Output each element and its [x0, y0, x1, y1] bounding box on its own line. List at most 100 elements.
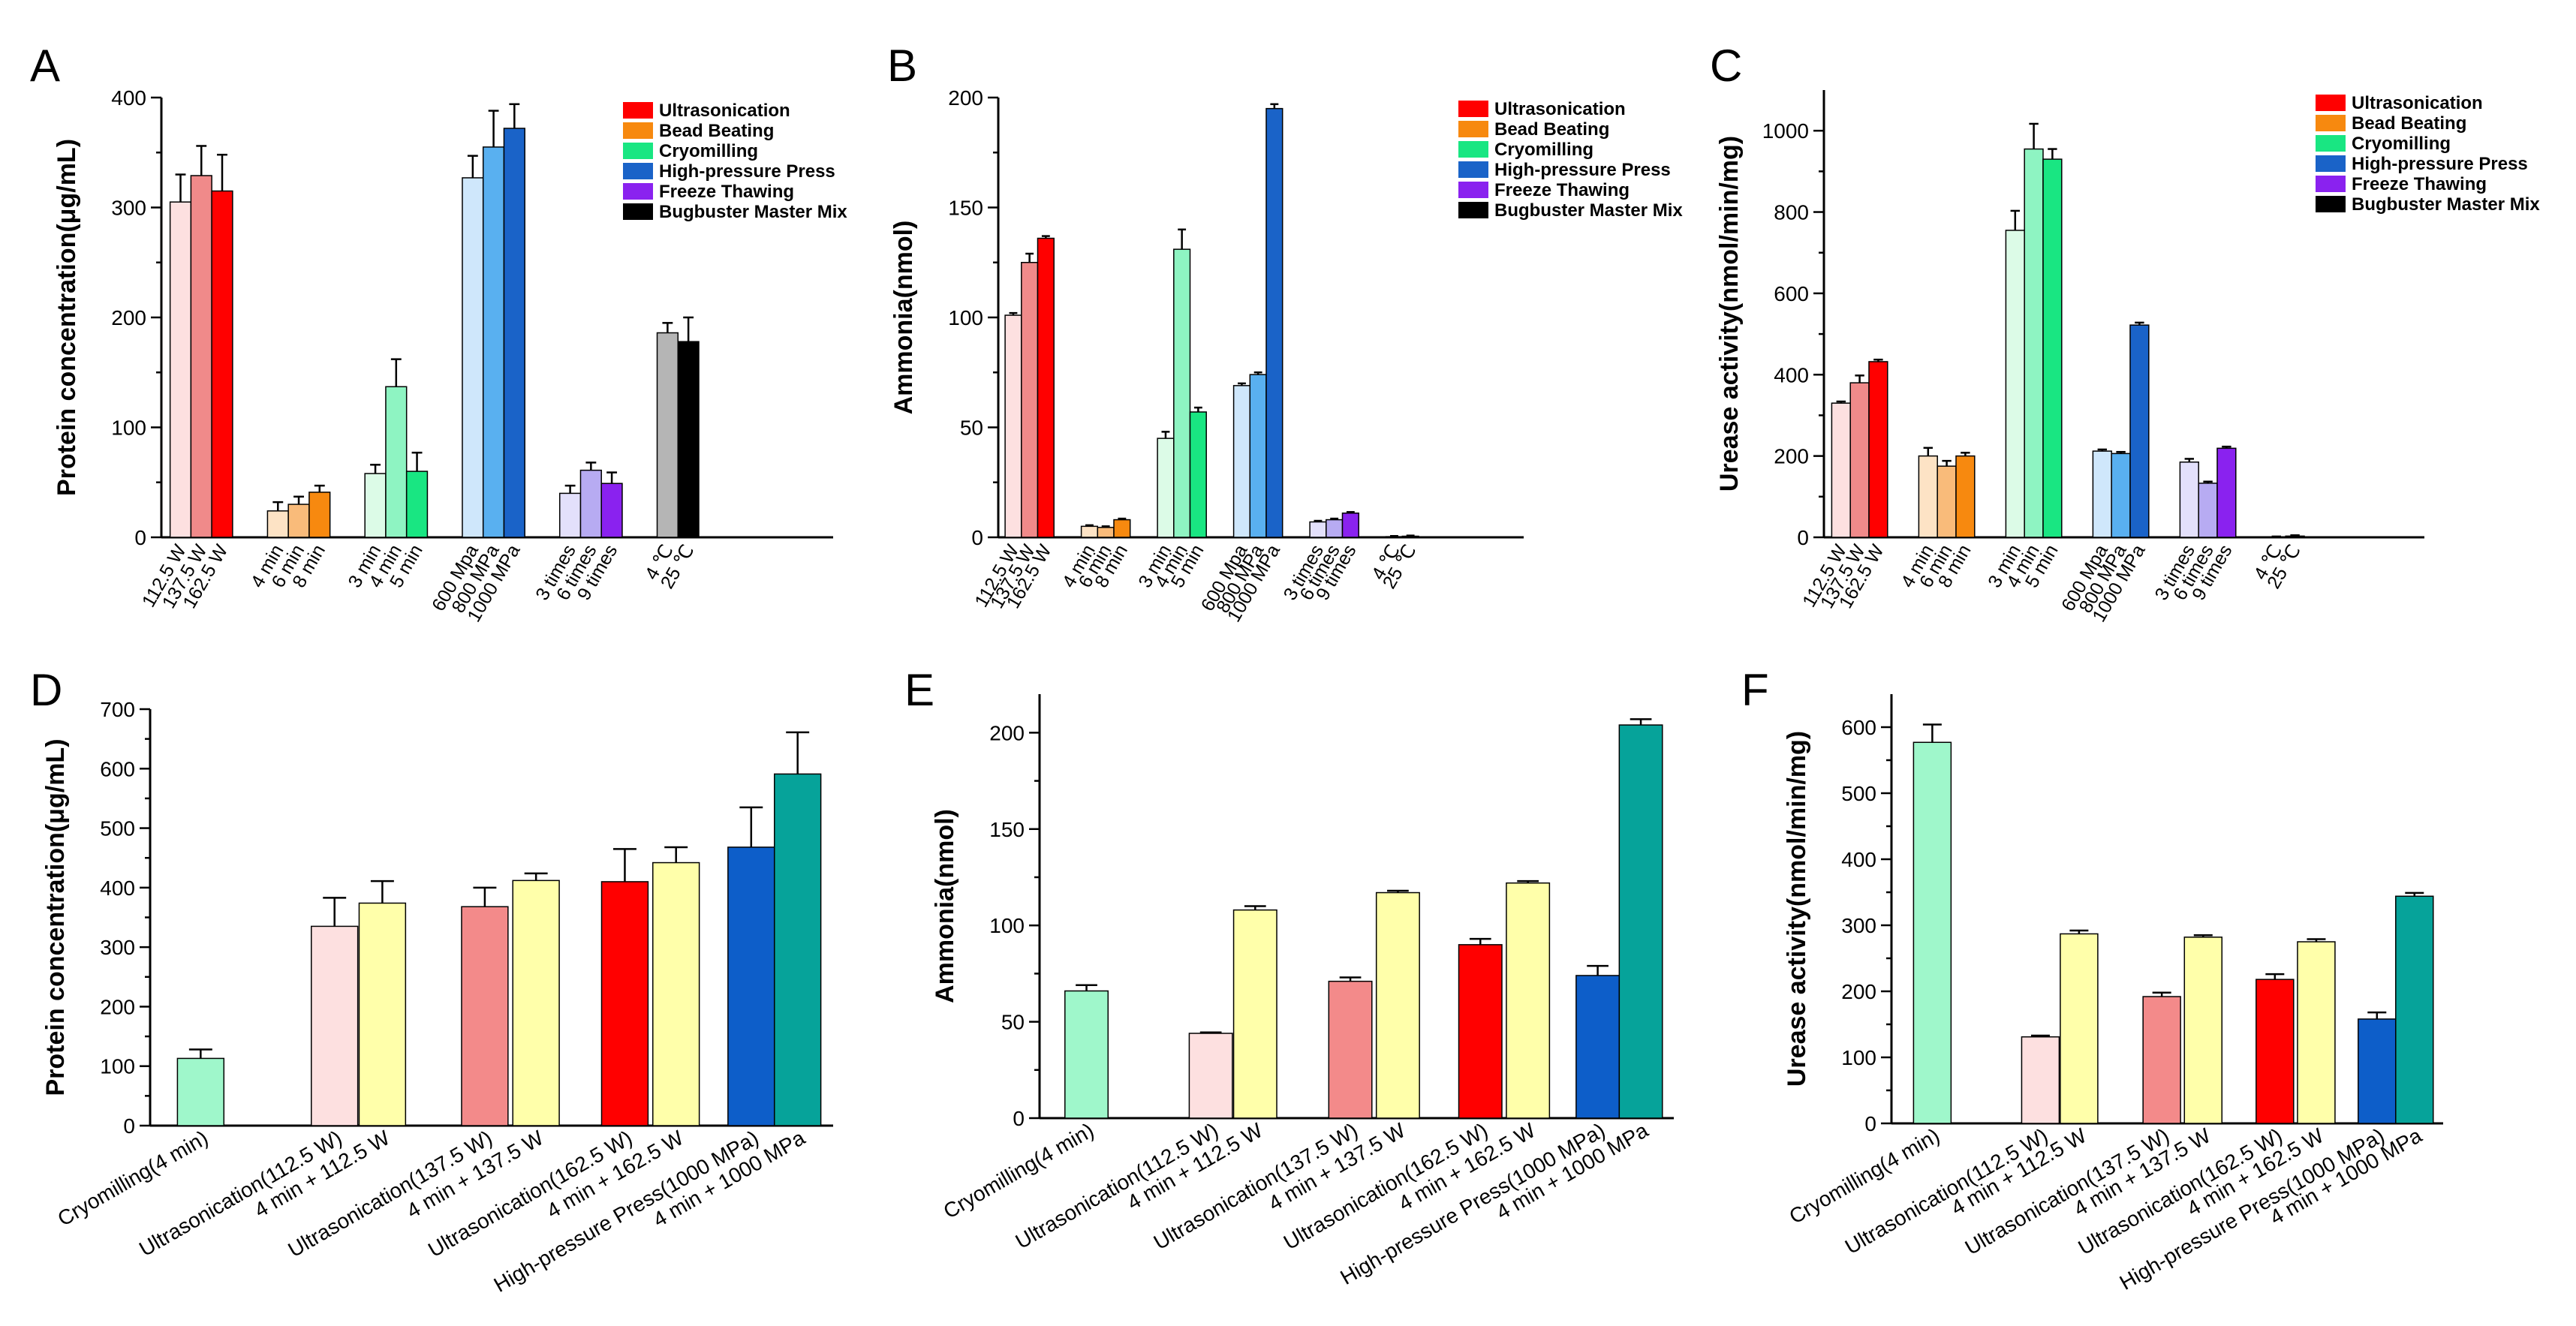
bar	[1157, 437, 1175, 538]
bar	[1575, 975, 1621, 1119]
bar	[462, 177, 484, 538]
bar	[1326, 519, 1344, 538]
panel-letter: F	[1741, 665, 1769, 715]
legend-entry: High-pressure Press	[659, 161, 835, 182]
bar	[482, 146, 505, 538]
bar	[190, 175, 212, 538]
bar	[1849, 382, 1870, 538]
bar	[1097, 527, 1115, 538]
legend-swatch	[2316, 155, 2346, 172]
legend-swatch	[1458, 161, 1488, 178]
y-tick-label: 200	[111, 306, 146, 329]
panel-letter: C	[1710, 41, 1742, 91]
y-axis-label: Ammonia(nmol)	[889, 221, 918, 415]
y-tick-label: 100	[989, 914, 1025, 937]
bar	[211, 190, 233, 538]
y-axis-label: Ammonia(nmol)	[931, 809, 959, 1003]
legend-entry: Cryomilling	[1494, 140, 1593, 160]
y-tick-label: 500	[1841, 782, 1876, 805]
bar	[364, 473, 387, 538]
y-tick-label: 300	[100, 936, 135, 959]
y-tick-label: 100	[100, 1055, 135, 1078]
legend-entry: Cryomilling	[2352, 134, 2451, 154]
bar	[1249, 374, 1267, 538]
x-category-label: Ultrasonication(112.5 W)	[1841, 1123, 2052, 1258]
bar	[773, 773, 822, 1126]
y-tick-label: 200	[989, 721, 1025, 744]
bar	[1506, 882, 1551, 1119]
bar	[1173, 248, 1191, 538]
legend-swatch	[1458, 141, 1488, 158]
y-tick-label: 100	[948, 306, 983, 329]
bar	[1232, 909, 1277, 1119]
bar	[1328, 980, 1373, 1119]
legend-swatch	[623, 102, 653, 119]
y-tick-label: 400	[111, 86, 146, 110]
y-axis-label: Protein concentration(μg/mL)	[53, 139, 81, 496]
bar	[2183, 937, 2223, 1124]
bar	[1080, 525, 1099, 538]
y-tick-label: 0	[134, 526, 146, 549]
y-tick-label: 0	[1864, 1112, 1876, 1135]
legend-swatch	[623, 143, 653, 159]
bar	[2297, 941, 2336, 1124]
bar	[1955, 455, 1976, 538]
bar	[1458, 944, 1503, 1119]
bar	[176, 1057, 225, 1126]
bar	[461, 906, 509, 1126]
legend-entry: High-pressure Press	[1494, 160, 1671, 180]
legend-swatch	[1458, 202, 1488, 218]
panel-letter: E	[904, 665, 934, 715]
bar	[1064, 990, 1109, 1119]
panel-letter: A	[30, 41, 60, 91]
y-tick-label: 200	[1774, 445, 1809, 468]
bar	[2024, 148, 2044, 538]
bar	[2021, 1036, 2060, 1124]
bar	[1831, 402, 1851, 538]
bar	[1618, 724, 1663, 1119]
legend-swatch	[623, 163, 653, 179]
y-tick-label: 0	[971, 526, 983, 549]
bar	[2005, 230, 2025, 538]
bar	[2092, 450, 2112, 538]
bar	[503, 128, 525, 538]
legend-swatch	[1458, 182, 1488, 198]
y-tick-label: 0	[123, 1114, 135, 1138]
bar	[2216, 447, 2237, 538]
bar	[2358, 1018, 2397, 1124]
bar	[600, 483, 623, 538]
bar	[2042, 158, 2063, 538]
legend-entry: Freeze Thawing	[659, 182, 794, 202]
bar	[2256, 979, 2295, 1124]
bar	[266, 510, 289, 538]
legend-entry: Ultrasonication	[659, 101, 790, 121]
y-tick-label: 150	[948, 197, 983, 220]
y-tick-label: 300	[1841, 914, 1876, 937]
bar	[1188, 1033, 1233, 1119]
chart-panel-C: C 0 200 400 600 800 1000 Urease activity(nmol/m…	[1710, 41, 2540, 626]
bar	[512, 879, 560, 1126]
chart-panel-D: D 0 100 200 300 400 500 600 700 Protein concentra…	[30, 665, 833, 1297]
bar	[169, 201, 192, 538]
bar	[652, 861, 700, 1126]
bar	[579, 469, 602, 538]
y-axis-label: Urease activity(nmol/min/mg)	[1783, 731, 1811, 1087]
y-tick-label: 700	[100, 698, 135, 721]
y-tick-label: 400	[1774, 363, 1809, 386]
bar	[1021, 262, 1039, 538]
bar	[600, 881, 649, 1126]
y-axis-label: Urease activity(nmol/min/mg)	[1715, 136, 1744, 492]
legend-entry: Freeze Thawing	[2352, 174, 2487, 194]
legend-entry: Bugbuster Master Mix	[659, 202, 847, 222]
bar	[1937, 465, 1957, 538]
legend-entry: Freeze Thawing	[1494, 180, 1630, 200]
bar	[1113, 519, 1131, 538]
bar	[2111, 453, 2131, 538]
bar	[1004, 314, 1022, 538]
y-tick-label: 200	[948, 86, 983, 110]
chart-panel-A: A 0 100 200 300 400 Protein concentration(μg/m…	[30, 41, 847, 626]
legend-swatch	[623, 203, 653, 220]
y-tick-label: 1000	[1762, 119, 1809, 143]
